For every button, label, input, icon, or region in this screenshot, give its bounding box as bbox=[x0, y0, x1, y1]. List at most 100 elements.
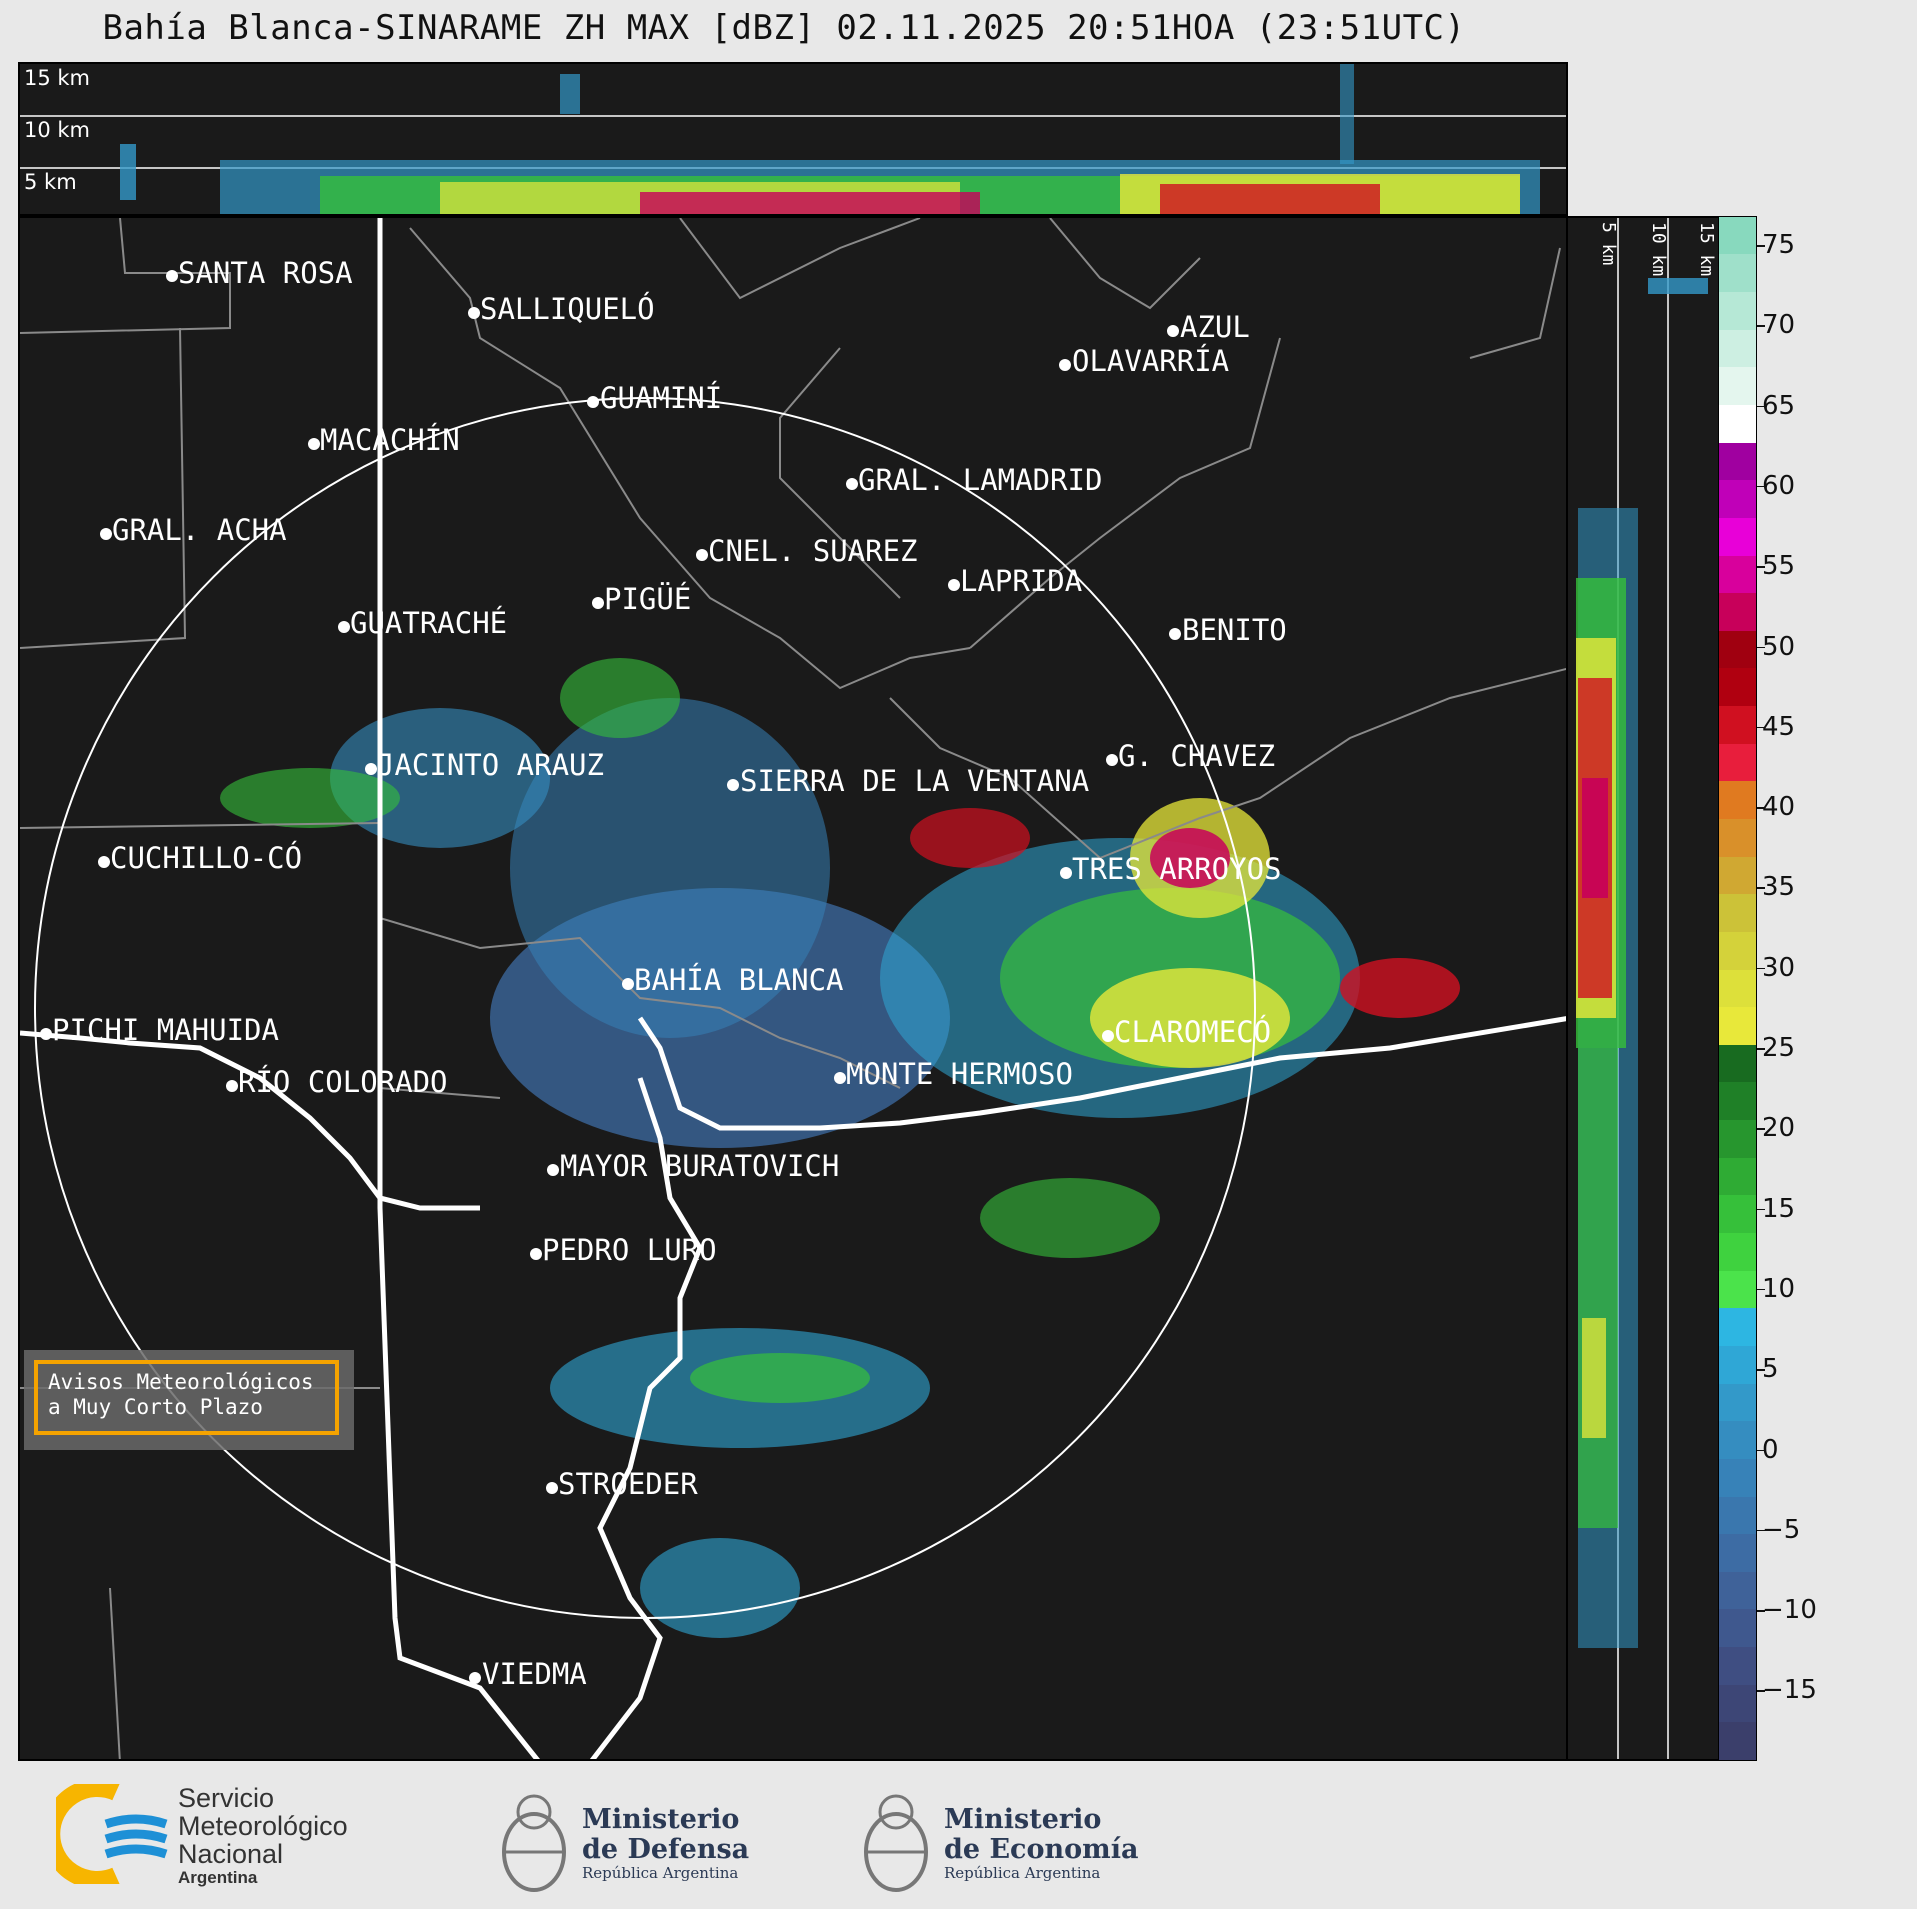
city-marker[interactable] bbox=[547, 1164, 559, 1176]
top-profile-echo bbox=[120, 64, 1540, 214]
colorbar-swatch bbox=[1719, 931, 1756, 970]
colorbar-swatch bbox=[1719, 818, 1756, 857]
colorbar-swatch bbox=[1719, 593, 1756, 631]
city-marker[interactable] bbox=[468, 307, 480, 319]
city-marker[interactable] bbox=[338, 621, 350, 633]
city-label: BENITO bbox=[1182, 613, 1287, 647]
city-label: AZUL bbox=[1180, 310, 1250, 344]
city-label: PICHI MAHUIDA bbox=[52, 1013, 279, 1047]
colorbar-tick-label: 20 bbox=[1762, 1113, 1796, 1144]
colorbar-tick-label: 30 bbox=[1762, 952, 1796, 983]
colorbar-swatch bbox=[1719, 367, 1756, 405]
city-label: LAPRIDA bbox=[960, 564, 1083, 598]
colorbar-swatch bbox=[1719, 1496, 1756, 1535]
city-marker[interactable] bbox=[226, 1080, 238, 1092]
colorbar-tick-mark bbox=[1757, 726, 1765, 729]
colorbar-swatch bbox=[1719, 1534, 1756, 1572]
colorbar-swatch bbox=[1719, 1684, 1756, 1723]
city-marker[interactable] bbox=[1167, 325, 1179, 337]
colorbar-tick-label: 55 bbox=[1762, 551, 1796, 582]
colorbar-tick-label: 15 bbox=[1762, 1193, 1796, 1224]
colorbar-tick-mark bbox=[1757, 1128, 1765, 1130]
city-marker[interactable] bbox=[530, 1248, 542, 1260]
top-profile-svg bbox=[20, 64, 1566, 214]
colorbar-swatch bbox=[1719, 329, 1756, 368]
city-marker[interactable] bbox=[1106, 754, 1118, 766]
city-marker[interactable] bbox=[40, 1028, 52, 1040]
smn-logo-line4: Argentina bbox=[178, 1868, 258, 1887]
city-marker[interactable] bbox=[469, 1672, 481, 1684]
city-marker[interactable] bbox=[308, 438, 320, 450]
colorbar-tick-label: 0 bbox=[1762, 1434, 1779, 1465]
city-marker[interactable] bbox=[622, 978, 634, 990]
colorbar-swatch bbox=[1719, 1345, 1756, 1384]
colorbar-swatch bbox=[1719, 668, 1756, 707]
colorbar-swatch bbox=[1719, 1082, 1756, 1121]
city-label: OLAVARRÍA bbox=[1072, 344, 1230, 378]
colorbar-tick-mark bbox=[1757, 807, 1765, 809]
city-marker[interactable] bbox=[166, 270, 178, 282]
side-label-5km: 5 km bbox=[1598, 222, 1619, 266]
economia-line1: Ministerio bbox=[944, 1804, 1102, 1835]
city-marker[interactable] bbox=[98, 856, 110, 868]
colorbar-tick-mark bbox=[1757, 405, 1765, 408]
colorbar-swatch bbox=[1719, 216, 1756, 255]
smn-logo-line1: Servicio bbox=[178, 1783, 275, 1813]
colorbar-swatch bbox=[1719, 743, 1756, 782]
height-label-10km: 10 km bbox=[24, 118, 91, 142]
city-marker[interactable] bbox=[100, 528, 112, 540]
city-marker[interactable] bbox=[365, 763, 377, 775]
colorbar-swatch bbox=[1719, 630, 1756, 669]
city-marker[interactable] bbox=[1169, 628, 1181, 640]
city-marker[interactable] bbox=[546, 1482, 558, 1494]
city-marker[interactable] bbox=[948, 579, 960, 591]
city-marker[interactable] bbox=[587, 396, 599, 408]
colorbar-swatch bbox=[1719, 1195, 1756, 1234]
colorbar-tick-label: 50 bbox=[1762, 631, 1796, 662]
city-label: VIEDMA bbox=[482, 1657, 587, 1691]
city-label: MAYOR BURATOVICH bbox=[560, 1149, 840, 1183]
colorbar-tick-mark bbox=[1757, 967, 1765, 970]
colorbar-swatch bbox=[1719, 480, 1756, 518]
colorbar-swatch bbox=[1719, 1383, 1756, 1422]
colorbar-tick-mark bbox=[1757, 566, 1765, 568]
city-marker[interactable] bbox=[846, 478, 858, 490]
city-marker[interactable] bbox=[592, 597, 604, 609]
colorbar-swatch bbox=[1719, 969, 1756, 1008]
colorbar-swatch bbox=[1719, 404, 1756, 443]
colorbar-swatch bbox=[1719, 1722, 1756, 1760]
city-marker[interactable] bbox=[1059, 359, 1071, 371]
radar-map-panel[interactable]: Avisos Meteorológicos a Muy Corto Plazo … bbox=[18, 216, 1568, 1761]
colorbar-swatch bbox=[1719, 517, 1756, 556]
colorbar-swatch bbox=[1719, 1609, 1756, 1648]
city-label: GRAL. LAMADRID bbox=[858, 463, 1103, 497]
colorbar-tick-label: 25 bbox=[1762, 1033, 1796, 1063]
colorbar-tick-mark bbox=[1757, 1208, 1765, 1211]
city-label: CUCHILLO-CÓ bbox=[110, 841, 303, 875]
colorbar-tick-label: 40 bbox=[1762, 792, 1796, 823]
city-marker[interactable] bbox=[727, 779, 739, 791]
colorbar-tick-mark bbox=[1757, 1449, 1765, 1451]
defensa-line3: República Argentina bbox=[582, 1864, 739, 1882]
height-label-5km: 5 km bbox=[24, 170, 77, 194]
city-label: CLAROMECÓ bbox=[1114, 1015, 1272, 1049]
colorbar-tick-mark bbox=[1757, 1610, 1765, 1612]
city-marker[interactable] bbox=[1102, 1030, 1114, 1042]
city-marker[interactable] bbox=[696, 549, 708, 561]
colorbar-swatch bbox=[1719, 1458, 1756, 1497]
colorbar-swatch bbox=[1719, 1647, 1756, 1685]
economia-line3: República Argentina bbox=[944, 1864, 1101, 1882]
city-marker[interactable] bbox=[834, 1072, 846, 1084]
city-label: GUATRACHÉ bbox=[350, 606, 508, 640]
defensa-line1: Ministerio bbox=[582, 1804, 740, 1835]
colorbar-swatch bbox=[1719, 1571, 1756, 1610]
colorbar-swatches bbox=[1719, 216, 1756, 1760]
city-marker[interactable] bbox=[1060, 867, 1072, 879]
colorbar-swatch bbox=[1719, 1270, 1756, 1309]
colorbar-tick-mark bbox=[1757, 1369, 1765, 1371]
city-label: GUAMINÍ bbox=[600, 381, 723, 415]
warning-box[interactable]: Avisos Meteorológicos a Muy Corto Plazo bbox=[34, 1360, 339, 1435]
colorbar-swatch bbox=[1719, 1007, 1756, 1045]
colorbar-swatch bbox=[1719, 1233, 1756, 1271]
colorbar-tick-label: 10 bbox=[1762, 1273, 1796, 1304]
